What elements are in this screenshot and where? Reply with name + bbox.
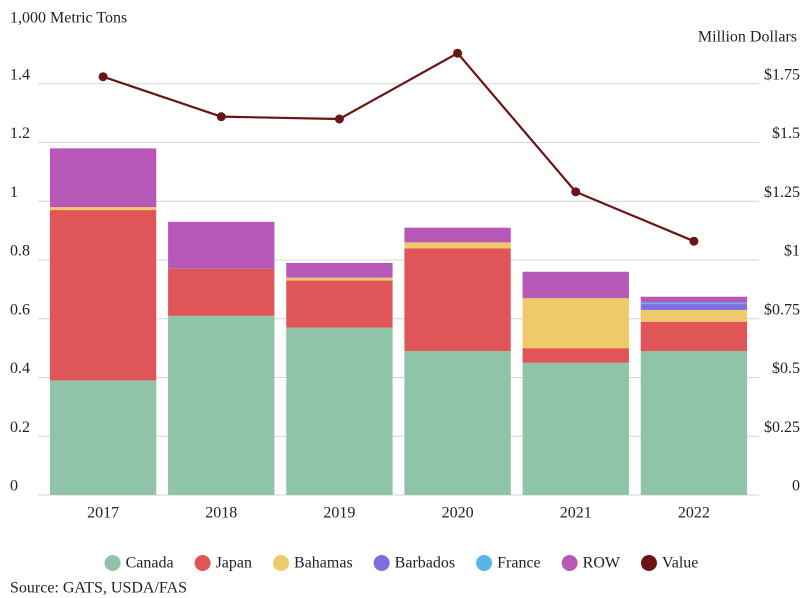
y2-tick-label: $1.25 bbox=[764, 184, 800, 201]
y2-tick-label: 0 bbox=[792, 478, 800, 495]
x-tick-label: 2021 bbox=[560, 505, 592, 522]
bar-segment bbox=[640, 296, 748, 303]
bar-segment bbox=[522, 348, 629, 363]
bar-segment bbox=[404, 248, 511, 352]
y2-tick-label: $1.5 bbox=[772, 125, 800, 142]
legend-marker bbox=[373, 555, 390, 571]
x-tick-label: 2022 bbox=[678, 505, 710, 522]
bar-segment bbox=[168, 221, 275, 269]
y-tick-label: 1.4 bbox=[10, 66, 30, 83]
legend-marker bbox=[476, 555, 493, 571]
legend-label: ROW bbox=[583, 555, 621, 572]
legend-marker bbox=[640, 555, 657, 571]
y2-tick-label: $1.75 bbox=[764, 66, 800, 83]
line-point bbox=[98, 72, 108, 82]
bar-segment bbox=[286, 280, 393, 328]
line-point bbox=[334, 114, 344, 124]
legend-marker bbox=[561, 555, 578, 571]
bar-segment bbox=[404, 351, 511, 495]
bar-segment bbox=[286, 277, 393, 281]
y-axis-label: 1,000 Metric Tons bbox=[10, 10, 127, 27]
y-tick-label: 0.8 bbox=[10, 243, 30, 260]
bar-segment bbox=[404, 242, 511, 249]
bar-segment bbox=[522, 298, 629, 349]
y2-tick-label: $1 bbox=[784, 243, 800, 260]
bar-segment bbox=[286, 262, 393, 278]
line-point bbox=[689, 236, 699, 246]
y-tick-label: 1.2 bbox=[10, 125, 30, 142]
legend-label: Japan bbox=[216, 555, 252, 572]
bar-segment bbox=[286, 327, 393, 495]
bar-segment bbox=[640, 304, 748, 310]
bar-segment bbox=[168, 315, 275, 495]
y-tick-label: 0 bbox=[10, 478, 18, 495]
source: Source: GATS, USDA/FAS bbox=[10, 580, 187, 597]
bar-segment bbox=[640, 321, 748, 352]
bar-segment bbox=[640, 302, 748, 305]
line bbox=[102, 51, 695, 243]
legend-marker bbox=[273, 555, 290, 571]
bar-segment bbox=[640, 351, 748, 495]
line-point bbox=[453, 48, 463, 58]
y2-tick-label: $0.25 bbox=[764, 419, 800, 436]
bar-segment bbox=[168, 268, 275, 316]
legend-marker bbox=[104, 555, 121, 571]
legend-marker bbox=[194, 555, 211, 571]
legend-label: France bbox=[497, 555, 541, 572]
legend-label: Barbados bbox=[395, 555, 455, 572]
y2-tick-label: $0.5 bbox=[772, 360, 800, 377]
legend-label: Value bbox=[662, 555, 698, 572]
x-tick-label: 2020 bbox=[442, 505, 474, 522]
legend-label: Canada bbox=[126, 555, 174, 572]
bar-segment bbox=[522, 271, 629, 299]
bar-segment bbox=[49, 148, 157, 208]
line-point bbox=[216, 112, 226, 122]
bar-segment bbox=[640, 309, 748, 322]
y2-tick-label: $0.75 bbox=[764, 301, 800, 318]
x-tick-label: 2017 bbox=[87, 505, 119, 522]
x-tick-label: 2018 bbox=[205, 505, 237, 522]
bar-segment bbox=[49, 210, 157, 381]
bar-segment bbox=[522, 362, 629, 495]
bar-segment bbox=[49, 207, 157, 211]
y2-axis-label: Million Dollars bbox=[698, 29, 797, 46]
x-tick-label: 2019 bbox=[323, 505, 355, 522]
y-tick-label: 0.6 bbox=[10, 301, 30, 318]
y-tick-label: 0.2 bbox=[10, 419, 30, 436]
legend-label: Bahamas bbox=[294, 555, 353, 572]
y-tick-label: 1 bbox=[10, 184, 18, 201]
bar-segment bbox=[49, 380, 157, 495]
line-point bbox=[571, 187, 581, 197]
y-tick-label: 0.4 bbox=[10, 360, 30, 377]
bar-segment bbox=[404, 227, 511, 243]
